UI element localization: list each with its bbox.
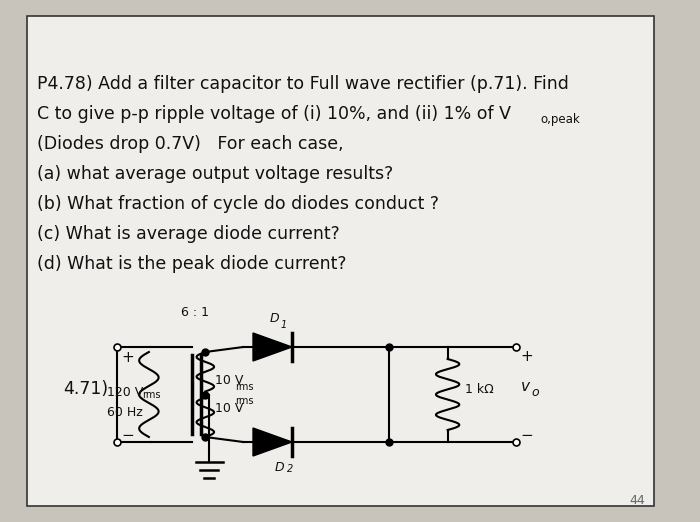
Text: D: D (275, 461, 285, 474)
Text: 1: 1 (281, 320, 287, 330)
Text: +: + (122, 350, 134, 365)
Text: 10 V: 10 V (215, 402, 244, 416)
Text: 6 : 1: 6 : 1 (181, 306, 209, 319)
Text: rms: rms (142, 389, 160, 399)
Text: rms: rms (235, 382, 254, 392)
Text: D: D (270, 312, 280, 325)
Text: o,peak: o,peak (540, 113, 580, 126)
Text: (c) What is average diode current?: (c) What is average diode current? (37, 225, 340, 243)
Text: P4.78) Add a filter capacitor to Full wave rectifier (p.71). Find: P4.78) Add a filter capacitor to Full wa… (37, 75, 569, 93)
Text: (b) What fraction of cycle do diodes conduct ?: (b) What fraction of cycle do diodes con… (37, 195, 439, 213)
Text: −: − (521, 428, 533, 443)
Text: o: o (531, 386, 539, 399)
Polygon shape (253, 333, 292, 361)
Text: (Diodes drop 0.7V)   For each case,: (Diodes drop 0.7V) For each case, (37, 135, 344, 153)
Text: −: − (122, 428, 134, 443)
Text: C to give p-p ripple voltage of (i) 10%, and (ii) 1% of V: C to give p-p ripple voltage of (i) 10%,… (37, 105, 511, 123)
Text: +: + (521, 349, 533, 364)
Text: 120 V: 120 V (107, 386, 144, 399)
FancyBboxPatch shape (27, 16, 654, 506)
Text: v: v (521, 379, 530, 394)
Polygon shape (253, 428, 292, 456)
Text: 10 V: 10 V (215, 374, 244, 386)
Text: 1 kΩ: 1 kΩ (465, 383, 494, 396)
Text: 60 Hz: 60 Hz (107, 407, 143, 420)
Text: 2: 2 (287, 464, 293, 474)
Text: rms: rms (235, 397, 254, 407)
Text: 44: 44 (629, 493, 645, 506)
Text: (a) what average output voltage results?: (a) what average output voltage results? (37, 165, 393, 183)
Text: (d) What is the peak diode current?: (d) What is the peak diode current? (37, 255, 346, 273)
Text: 4.71): 4.71) (63, 381, 108, 398)
